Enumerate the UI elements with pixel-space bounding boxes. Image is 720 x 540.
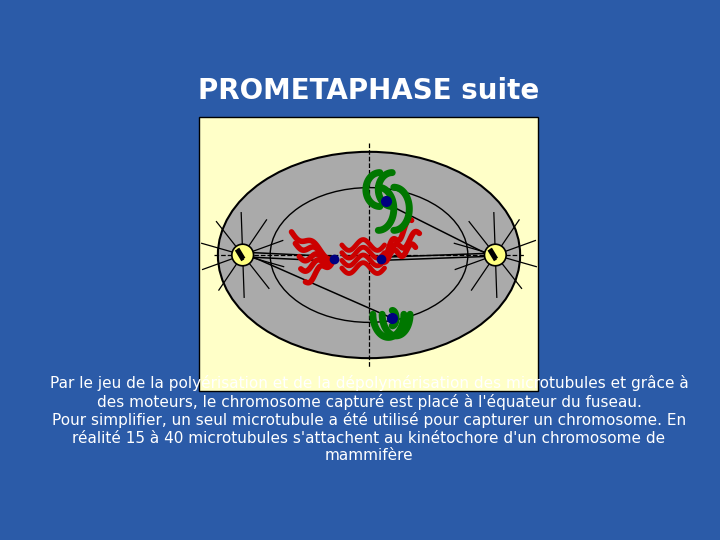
Circle shape	[485, 244, 506, 266]
Bar	[199, 117, 538, 390]
Text: Par le jeu de la polyérisation et de la dépolymérisation des microtubules et grâ: Par le jeu de la polyérisation et de la …	[50, 375, 688, 463]
Ellipse shape	[270, 187, 468, 322]
Text: PROMETAPHASE suite: PROMETAPHASE suite	[199, 77, 539, 105]
Ellipse shape	[218, 152, 520, 358]
Circle shape	[232, 244, 253, 266]
